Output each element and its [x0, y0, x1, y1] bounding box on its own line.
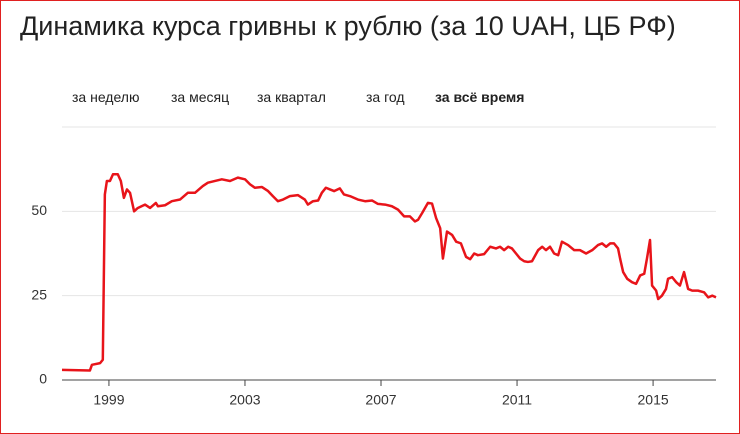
y-tick-label: 25 [31, 286, 47, 302]
x-tick-label: 2003 [229, 392, 260, 408]
x-tick-label: 2011 [502, 392, 532, 408]
chart-title: Динамика курса гривны к рублю (за 10 UAH… [20, 11, 676, 41]
x-tick-label: 2015 [638, 392, 669, 408]
y-tick-label: 50 [31, 202, 47, 218]
x-tick-label: 2007 [365, 392, 396, 408]
rate-line [61, 172, 717, 372]
period-tab[interactable]: за месяц [171, 89, 229, 105]
period-tab[interactable]: за неделю [72, 89, 139, 105]
period-tab[interactable]: за год [366, 89, 405, 105]
period-tab[interactable]: за всё время [435, 89, 524, 105]
period-tab[interactable]: за квартал [257, 89, 326, 105]
x-tick-label: 1999 [93, 392, 124, 408]
y-tick-label: 0 [39, 371, 47, 387]
